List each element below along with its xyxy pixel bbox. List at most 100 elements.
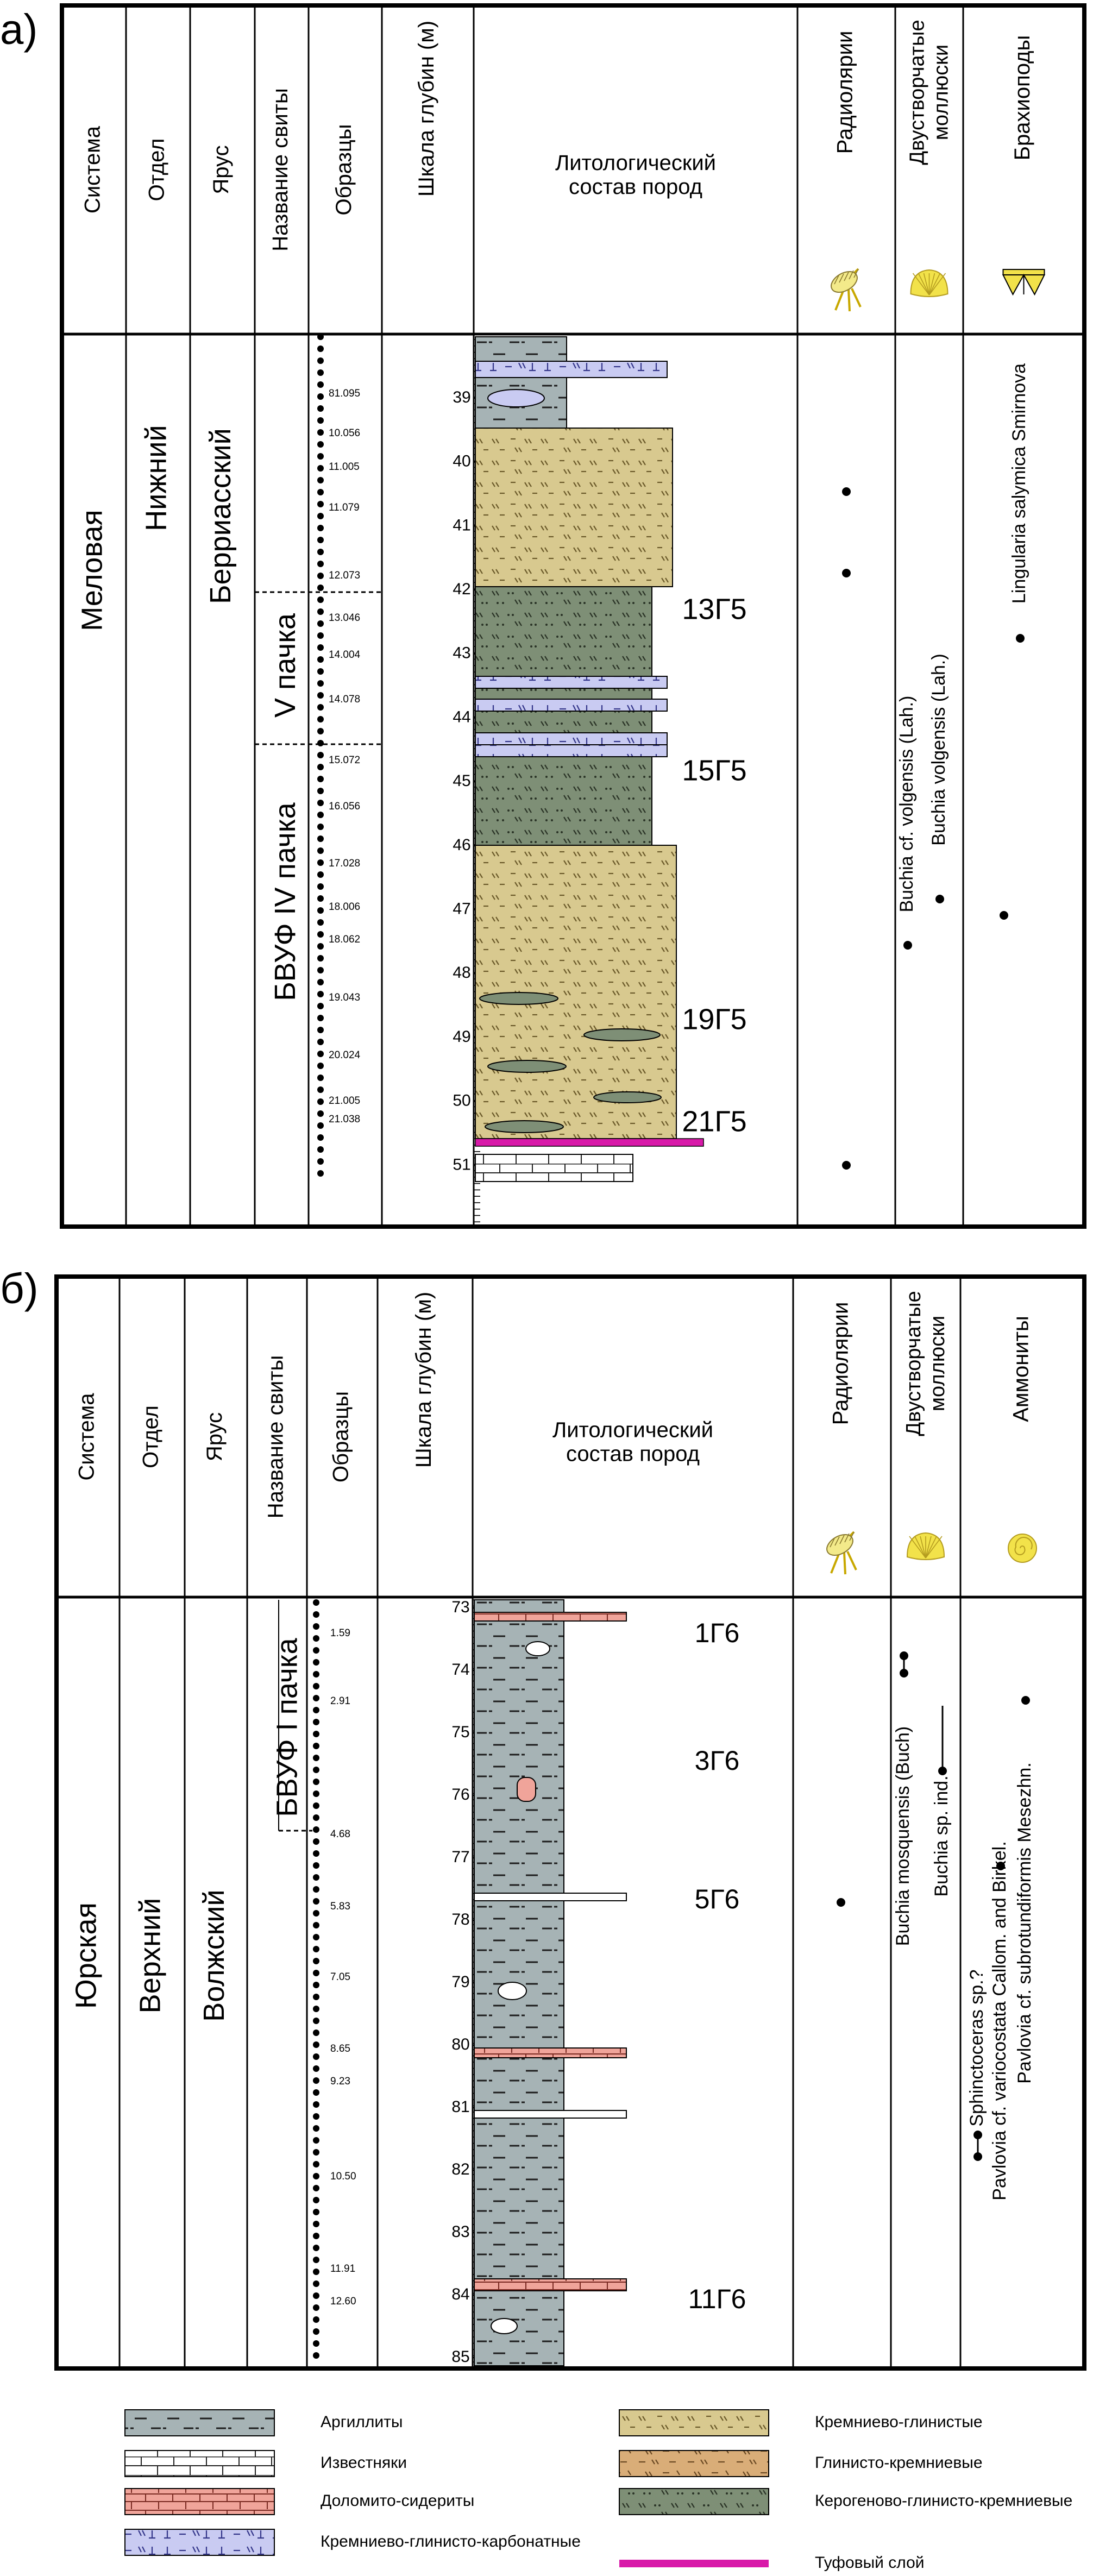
sample-dot [317, 1110, 324, 1117]
depth-label: 84 [451, 2285, 469, 2303]
legend-swatch-clay-siliceous [619, 2450, 769, 2477]
sample-dot [313, 2197, 319, 2203]
depth-label: 78 [451, 1911, 469, 1928]
sample-label: 8.65 [330, 2043, 350, 2054]
bed-carbonate [475, 676, 668, 689]
strat-department: Верхний [134, 1898, 166, 2014]
bed-label: 13Г5 [682, 593, 746, 625]
sample-dot [313, 1910, 319, 1917]
sample-dot [317, 752, 324, 758]
sample-dot [313, 1982, 319, 1988]
sample-dot [313, 2125, 319, 2132]
strat-system: Меловая [76, 510, 108, 631]
sample-dot [317, 800, 324, 806]
sample-dot [317, 943, 324, 950]
depth-label: 40 [453, 453, 470, 470]
bivalve-icon [910, 269, 948, 297]
sample-dot [317, 501, 324, 507]
depth-label: 48 [453, 964, 470, 982]
sample-dot [313, 2233, 319, 2239]
sample-dot [317, 405, 324, 412]
occurrence-dot [973, 2131, 982, 2139]
legend-swatch-carbonate [124, 2529, 275, 2556]
occurrence-dot [900, 1651, 908, 1660]
sample-dot [317, 608, 324, 615]
sample-dot [313, 1898, 319, 1905]
depth-label: 41 [453, 516, 470, 534]
header-third-group: Аммониты [1009, 1316, 1033, 1422]
header-formation: Название свиты [264, 1355, 288, 1519]
sample-dot [313, 2077, 319, 2084]
sample-dot [317, 931, 324, 938]
sample-dot [317, 417, 324, 424]
sample-label: 11.91 [330, 2263, 355, 2275]
header-bivalve-2: моллюски [930, 45, 953, 140]
legend-label: Кремниево-глинисто-карбонатные [321, 2533, 581, 2550]
sample-dot [313, 2352, 319, 2359]
lens-kerogen [583, 1028, 661, 1041]
sample-dot [313, 2316, 319, 2323]
depth-label: 75 [451, 1723, 469, 1741]
species-label: Buchia cf. volgensis (Lah.) [896, 696, 917, 913]
sample-dot [313, 2245, 319, 2251]
depth-label: 79 [451, 1973, 469, 1991]
bed-siliceous-clay [475, 428, 673, 587]
depth-label: 47 [453, 900, 470, 918]
bed-argillite [475, 336, 567, 429]
sample-label: 21.038 [329, 1114, 360, 1125]
bed-tuff [475, 1138, 704, 1147]
occurrence-dot [996, 1862, 1005, 1870]
header-formation: Название свиты [268, 88, 292, 252]
bed-dolomite [474, 2047, 627, 2058]
lens-limestone [498, 1982, 527, 2000]
depth-label: 80 [451, 2035, 469, 2053]
sample-dot [313, 1779, 319, 1785]
sample-dot [313, 2185, 319, 2191]
header-third-group: Брахиоподы [1010, 35, 1034, 160]
sample-dot [317, 1086, 324, 1093]
sample-dot [317, 537, 324, 543]
sample-dot [317, 1063, 324, 1069]
sample-dot [317, 465, 324, 472]
header-litho-1: Литологический [555, 151, 716, 175]
sample-dot [313, 2041, 319, 2048]
lens-kerogen [593, 1091, 662, 1103]
bed-kerogen [475, 586, 652, 677]
strat-unit-upper: V пачка [269, 613, 301, 718]
sample-dot [317, 788, 324, 794]
sample-dot [317, 429, 324, 436]
panel-letter: а) [0, 5, 37, 53]
sample-dot [317, 549, 324, 555]
sample-dot [313, 1886, 319, 1893]
sample-dot [317, 1027, 324, 1033]
header-litho-2: состав пород [566, 1442, 700, 1466]
sample-dot [317, 967, 324, 973]
sample-label: 10.50 [330, 2171, 356, 2182]
sample-label: 21.005 [329, 1095, 360, 1107]
bed-label: 3Г6 [695, 1745, 740, 1776]
sample-dot [313, 2089, 319, 2096]
depth-label: 74 [451, 1661, 469, 1679]
depth-label: 82 [451, 2160, 469, 2178]
sample-label: 9.23 [330, 2076, 350, 2087]
legend-label: Кремниево-глинистые [815, 2413, 983, 2431]
sample-dot [313, 2280, 319, 2287]
species-label: Sphinctoceras sp.? [966, 1969, 987, 2126]
depth-label: 81 [451, 2098, 469, 2116]
sample-dot [317, 1003, 324, 1009]
lens-kerogen [487, 1060, 567, 1073]
sample-dot [317, 1158, 324, 1165]
sample-dot [313, 1838, 319, 1845]
sample-label: 10.056 [329, 428, 360, 439]
sample-dot [313, 2018, 319, 2024]
sample-dot [317, 489, 324, 495]
sample-dot [317, 919, 324, 926]
sample-label: 18.062 [329, 934, 360, 945]
sample-dot [313, 2149, 319, 2156]
sample-dot [317, 573, 324, 579]
sample-dot [317, 561, 324, 567]
legend-label: Доломито-сидериты [321, 2492, 474, 2510]
sample-dot [313, 1611, 319, 1618]
depth-label: 77 [451, 1848, 469, 1866]
sample-dot [317, 585, 324, 591]
